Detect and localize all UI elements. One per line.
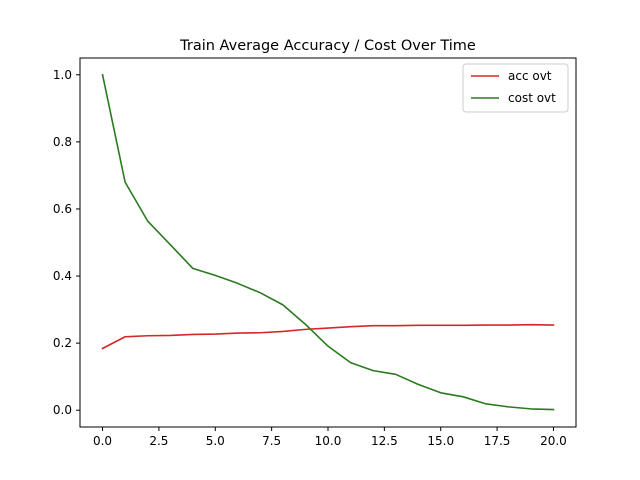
x-tick-label: 20.0 xyxy=(540,434,567,448)
y-tick-label: 0.0 xyxy=(53,403,72,417)
legend-label: cost ovt xyxy=(508,91,556,105)
x-tick-label: 10.0 xyxy=(315,434,342,448)
series-line-2 xyxy=(101,73,555,411)
y-tick-label: 1.0 xyxy=(53,68,72,82)
y-tick-label: 0.6 xyxy=(53,202,72,216)
series-layer xyxy=(101,73,555,411)
legend: acc ovt cost ovt xyxy=(462,63,569,113)
y-tick-label: 0.8 xyxy=(53,135,72,149)
y-tick-label: 0.2 xyxy=(53,336,72,350)
x-tick-label: 7.5 xyxy=(262,434,281,448)
x-tick-label: 2.5 xyxy=(149,434,168,448)
y-tick-label: 0.4 xyxy=(53,269,72,283)
x-tick-label: 15.0 xyxy=(427,434,454,448)
chart-title: Train Average Accuracy / Cost Over Time xyxy=(179,38,476,54)
x-tick-label: 17.5 xyxy=(484,434,511,448)
series-line-1 xyxy=(101,323,555,350)
x-tick-label: 12.5 xyxy=(371,434,398,448)
x-tick-label: 0.0 xyxy=(93,434,112,448)
axes-layer: 0.0 2.5 5.0 7.5 10.0 12.5 15.0 17.5 20.0 0.0 0.2 0.… xyxy=(53,57,577,448)
axes-frame xyxy=(79,57,577,428)
legend-label: acc ovt xyxy=(508,69,552,83)
x-tick-label: 5.0 xyxy=(206,434,225,448)
